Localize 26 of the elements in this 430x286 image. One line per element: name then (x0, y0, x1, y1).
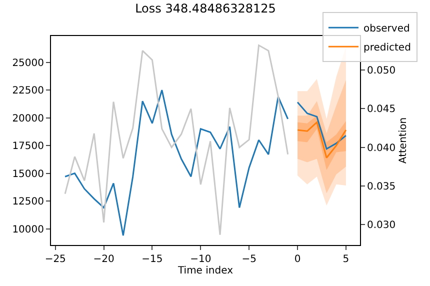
y2-tick-label: 0.050 (367, 66, 396, 77)
line-series (64, 44, 289, 236)
x-tick-label: −15 (142, 254, 163, 265)
x-tick-label: −20 (93, 254, 114, 265)
x-tick-label: 5 (342, 254, 350, 265)
x-axis-title: Time index (176, 266, 234, 276)
y-tick-label: 25000 (12, 58, 44, 69)
y2-tick-label: 0.030 (367, 220, 396, 232)
y-tick-label: 10000 (12, 224, 44, 236)
y2-axis-title: Attention (398, 117, 410, 164)
x-tick-label: −25 (44, 254, 66, 265)
y2-tick-label: 0.040 (367, 142, 396, 154)
y2-tick-label: 0.035 (367, 182, 396, 193)
chart-title: Loss 348.48486328125 (135, 2, 276, 16)
legend-label: predicted (363, 42, 411, 54)
y-tick-label: 17500 (12, 141, 44, 152)
y-tick-label: 12500 (12, 196, 44, 208)
y-tick-label: 15000 (12, 168, 44, 180)
x-tick-label: −10 (190, 254, 212, 265)
y2-tick-label: 0.045 (367, 104, 396, 116)
legend-label: observed (363, 24, 410, 35)
x-tick-label: −5 (242, 254, 256, 265)
y-tick-label: 20000 (12, 113, 44, 124)
x-tick-label: 0 (294, 254, 301, 265)
y-tick-label: 22500 (12, 86, 44, 97)
line-series (296, 121, 347, 159)
